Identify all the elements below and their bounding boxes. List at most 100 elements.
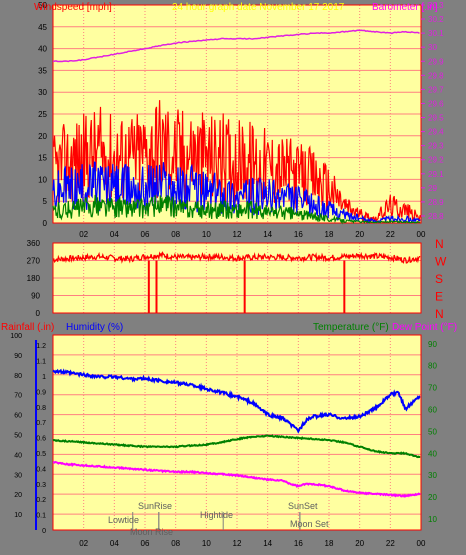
graph-date-title: 24 hour graph date November 17 2017: [172, 2, 345, 13]
windspeed-tick-label: 0: [43, 219, 48, 228]
dewpoint-line: [52, 460, 421, 499]
windspeed-tick-label: 10: [38, 175, 47, 184]
humidity-tick-label: 10: [14, 512, 22, 519]
barometer-tick-label: 29.6: [428, 99, 444, 108]
barometer-tick-label: 29.1: [428, 170, 444, 179]
temperature-tick-label: 30: [428, 471, 437, 480]
compass-label: N: [435, 307, 444, 321]
humidity-tick-label: 100: [10, 333, 22, 340]
direction-tick-label: 180: [27, 274, 41, 283]
barometer-tick-label: 29.5: [428, 114, 444, 123]
astro-events: Lowtide SunRise Moon Rise Hightide SunSet Moo…: [108, 501, 329, 537]
rainfall-tick-label: 0.4: [36, 466, 46, 473]
wind-time-tick-label: 10: [202, 230, 211, 239]
climate-time-tick-label: 20: [355, 539, 364, 548]
windspeed-tick-label: 15: [38, 154, 47, 163]
windspeed-axis: 0 5 10 15 20 25 30 35 40 45 50: [38, 1, 47, 228]
windspeed-tick-label: 30: [38, 88, 47, 97]
barometer-tick-label: 28.9: [428, 198, 444, 207]
climate-series: [52, 368, 421, 499]
event-label: Lowtide: [108, 515, 139, 525]
barometer-tick-label: 29: [428, 184, 437, 193]
wind-gust-line: [52, 100, 421, 224]
barometer-tick-label: 30.2: [428, 15, 444, 24]
temperature-tick-label: 80: [428, 362, 437, 371]
temperature-tick-label: 70: [428, 384, 437, 393]
windspeed-tick-label: 20: [38, 132, 47, 141]
climate-time-tick-label: 02: [79, 539, 88, 548]
direction-tick-label: 90: [31, 292, 40, 301]
rainfall-tick-label: 0.2: [36, 497, 46, 504]
wind-time-tick-label: 22: [386, 230, 395, 239]
windspeed-tick-label: 5: [43, 197, 48, 206]
rainfall-axis: 0 0.1 0.2 0.3 0.4 0.5 0.6 0.7 0.8 0.9 1 1.1 1.2: [36, 343, 46, 535]
windspeed-tick-label: 45: [38, 23, 47, 32]
humidity-tick-label: 50: [14, 432, 22, 439]
temperature-title: Temperature (°F): [313, 322, 389, 333]
climate-time-tick-label: 08: [171, 539, 180, 548]
temperature-tick-label: 20: [428, 493, 437, 502]
humidity-tick-label: 90: [14, 353, 22, 360]
wind-time-tick-label: 02: [79, 230, 88, 239]
barometer-title: Barometer [.in]: [372, 2, 438, 13]
wind-time-tick-label: 04: [110, 230, 119, 239]
climate-time-axis: 02 04 06 08 10 12 14 16 18 20 22 00: [79, 539, 426, 548]
barometer-tick-label: 29.8: [428, 71, 444, 80]
wind-time-axis: 02 04 06 08 10 12 14 16 18 20 22 00: [79, 230, 426, 239]
event-label: Moon Rise: [130, 527, 173, 537]
humidity-tick-label: 60: [14, 413, 22, 420]
rainfall-tick-label: 0.7: [36, 420, 46, 427]
wind-time-tick-label: 12: [233, 230, 242, 239]
wind-time-tick-label: 18: [325, 230, 334, 239]
direction-plot-border: [52, 242, 422, 314]
compass-label: W: [435, 255, 447, 269]
climate-grid: [35, 334, 422, 531]
barometer-tick-label: 29.4: [428, 128, 444, 137]
rainfall-tick-label: 0.5: [36, 451, 46, 458]
barometer-line: [52, 29, 420, 63]
compass-label: E: [435, 290, 443, 304]
humidity-tick-label: 80: [14, 373, 22, 380]
humidity-axis: 10 20 30 40 50 60 70 80 90 100: [10, 333, 22, 519]
direction-axis: 0 90 180 270 360: [27, 239, 41, 318]
rainfall-tick-label: 0.9: [36, 389, 46, 396]
wind-time-tick-label: 14: [263, 230, 272, 239]
windspeed-tick-label: 25: [38, 110, 47, 119]
barometer-tick-label: 30.1: [428, 29, 444, 38]
windspeed-tick-label: 40: [38, 45, 47, 54]
barometer-tick-label: 29.3: [428, 142, 444, 151]
event-label: Moon Set: [290, 519, 329, 529]
rainfall-tick-label: 0.6: [36, 436, 46, 443]
barometer-tick-label: 29.2: [428, 156, 444, 165]
direction-tick-label: 360: [27, 239, 41, 248]
temperature-tick-label: 90: [428, 340, 437, 349]
humidity-title: Humidity (%): [66, 322, 123, 333]
direction-tick-label: 0: [36, 309, 41, 318]
barometer-tick-label: 29.9: [428, 57, 444, 66]
barometer-tick-label: 29.7: [428, 85, 444, 94]
wind-grid: [52, 4, 422, 224]
barometer-tick-label: 30.3: [428, 1, 444, 10]
temperature-tick-label: 60: [428, 405, 437, 414]
rainfall-tick-label: 0: [42, 528, 46, 535]
wind-low-line: [52, 194, 421, 225]
rainfall-title: Rainfall (.in): [1, 322, 54, 333]
direction-series: [52, 250, 421, 313]
barometer-axis: 28.8 28.9 29 29.1 29.2 29.3 29.4 29.5 29.6 29.7 29…: [421, 1, 444, 221]
event-label: SunSet: [288, 501, 318, 511]
windspeed-title: Windspeed [mph]: [34, 2, 112, 13]
wind-plot-border: [52, 4, 422, 224]
rainfall-tick-label: 1: [42, 374, 46, 381]
direction-line: [52, 250, 421, 264]
event-label: SunRise: [138, 501, 172, 511]
dewpoint-title: Dew Point (°F): [392, 322, 457, 333]
climate-time-tick-label: 06: [141, 539, 150, 548]
barometer-tick-label: 30: [428, 43, 437, 52]
compass-label: S: [435, 272, 443, 286]
temperature-tick-label: 50: [428, 427, 437, 436]
wind-time-tick-label: 06: [141, 230, 150, 239]
humidity-tick-label: 20: [14, 492, 22, 499]
humidity-line: [52, 368, 421, 434]
